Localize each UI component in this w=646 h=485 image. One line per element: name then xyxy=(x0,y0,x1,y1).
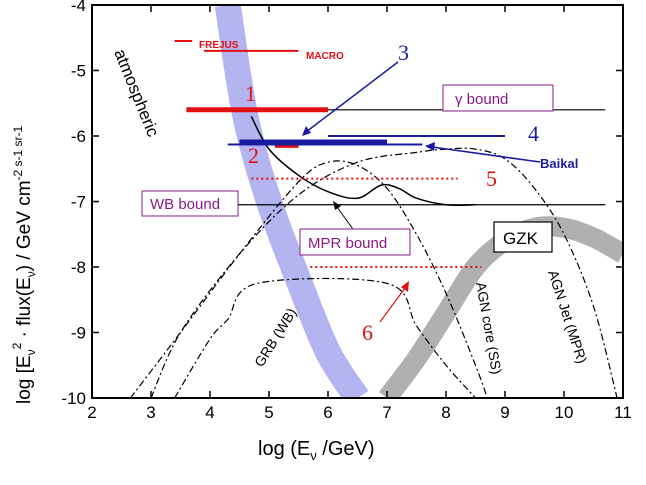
x-axis-label-main: log (E xyxy=(258,438,310,460)
x-tick-label-4: 6 xyxy=(323,403,332,422)
agn-jet-label: AGN Jet (MPR) xyxy=(545,268,590,365)
x-tick-label-8: 10 xyxy=(555,403,574,422)
label-4: 4 xyxy=(528,121,539,146)
y-tick-label-1: -5 xyxy=(71,62,86,81)
grb-label: GRB (WB) xyxy=(251,305,300,370)
x-tick-label-1: 3 xyxy=(146,403,155,422)
y-axis-label-units: -2 s-1 sr-1 xyxy=(11,125,25,180)
wb-bound-label: WB bound xyxy=(150,196,220,213)
y-axis-label-sub2: ν xyxy=(24,271,38,277)
y-tick-label-4: -8 xyxy=(71,258,86,277)
y-tick-label-6: -10 xyxy=(61,389,86,408)
x-tick-label-0: 2 xyxy=(87,403,96,422)
arrow-mpr xyxy=(336,206,356,233)
arrows xyxy=(302,61,541,323)
y-axis-label: log [Eν2 · flux(Eν) / GeV cm-2 s-1 sr-1 xyxy=(10,125,38,404)
x-axis-label-sub: ν xyxy=(310,448,317,463)
y-axis-label-sup: 2 xyxy=(10,342,24,349)
label-2: 2 xyxy=(248,143,259,168)
frejus-label: FREJUS xyxy=(199,40,239,51)
label-5: 5 xyxy=(486,166,497,191)
x-tick-label-9: 11 xyxy=(614,403,632,422)
x-tick-label-6: 8 xyxy=(441,403,450,422)
arrow-6-head xyxy=(401,281,409,292)
x-tick-label-7: 9 xyxy=(500,403,509,422)
gamma-bound-box xyxy=(442,84,554,112)
gzk-label: GZK xyxy=(503,229,539,248)
x-tick-label-3: 5 xyxy=(264,403,273,422)
arrow-mpr-head xyxy=(333,201,341,210)
y-axis-label-main: log [E xyxy=(14,355,35,404)
ticks-layer: 2 3 4 5 6 7 8 9 10 11 -4 -5 -6 -7 -8 -9 -10 xyxy=(61,0,631,422)
series-atmospheric xyxy=(214,5,369,398)
baikal-label: Baikal xyxy=(540,156,578,171)
y-axis-label-tail: ) / GeV cm xyxy=(14,180,35,271)
mpr-bound-label: MPR bound xyxy=(308,235,387,252)
y-axis-label-mid: · flux(E xyxy=(14,277,35,342)
agn-core-label: AGN core (SS) xyxy=(473,281,505,376)
atmospheric-label: atmospheric xyxy=(110,46,162,139)
x-axis-label: log (Eν /GeV) xyxy=(258,438,375,463)
y-axis-label-sub1: ν xyxy=(24,349,38,355)
y-tick-label-3: -7 xyxy=(71,193,86,212)
label-3: 3 xyxy=(398,40,409,65)
arrow-3 xyxy=(305,61,399,133)
arrow-baikal-head xyxy=(425,142,435,151)
gamma-bound-label: γ bound xyxy=(455,91,508,108)
y-tick-label-0: -4 xyxy=(71,0,86,15)
macro-label: MACRO xyxy=(306,51,344,62)
arrow-6 xyxy=(379,287,406,323)
mpr-bound-box xyxy=(299,228,411,256)
label-1: 1 xyxy=(245,81,256,106)
label-6: 6 xyxy=(362,320,373,345)
y-tick-label-2: -6 xyxy=(71,127,86,146)
limits-layer xyxy=(174,40,505,268)
arrow-baikal xyxy=(431,146,541,163)
arrow-3-head xyxy=(302,126,311,136)
wb-bound-box xyxy=(141,190,239,217)
x-tick-label-2: 4 xyxy=(205,403,214,422)
gzk-box xyxy=(493,221,553,253)
x-axis-label-tail: /GeV) xyxy=(317,438,375,460)
series-mpr-bound xyxy=(250,115,476,207)
y-tick-label-5: -9 xyxy=(71,324,86,343)
x-tick-label-5: 7 xyxy=(382,403,391,422)
